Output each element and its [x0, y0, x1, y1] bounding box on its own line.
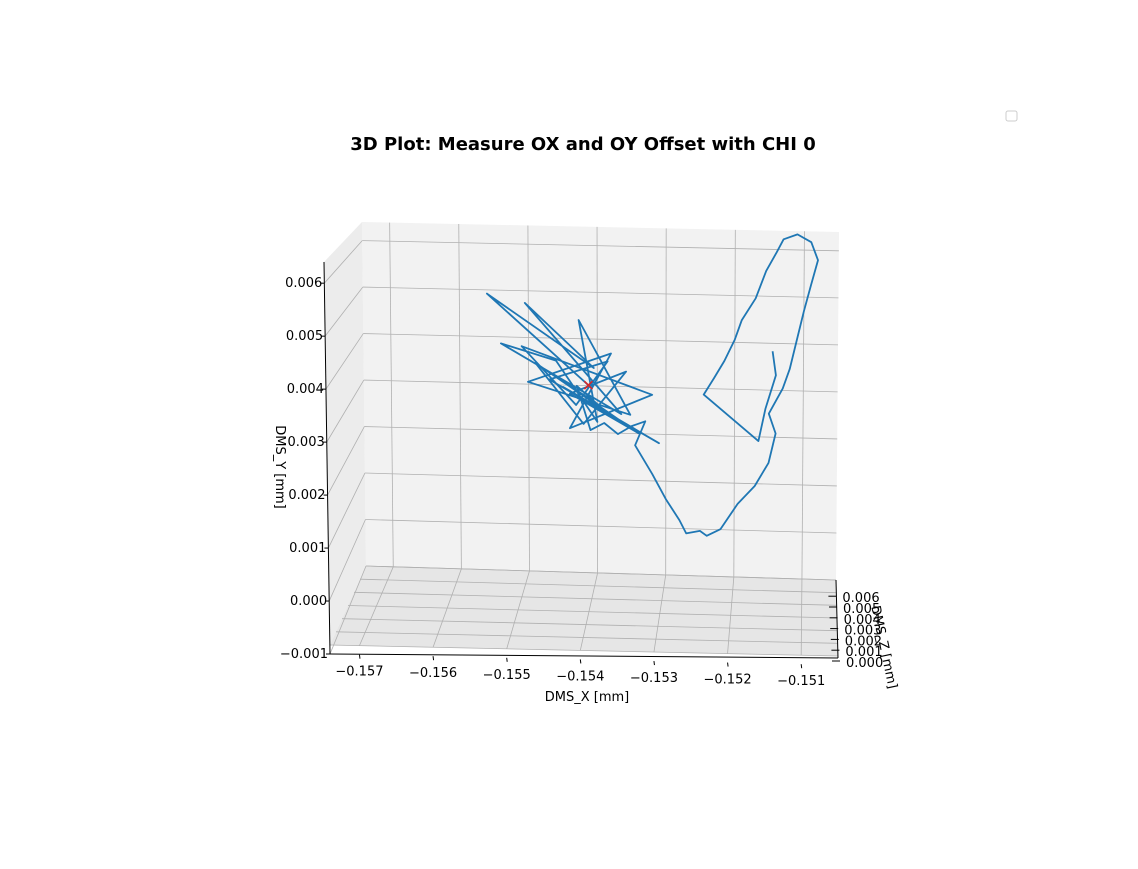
x-tick-label: −0.155: [483, 668, 531, 683]
z-tick-label: 0.005: [843, 602, 880, 617]
x-tick-labels: −0.157 −0.156 −0.155 −0.154 −0.153 −0.152 −0.1…: [335, 654, 825, 689]
grid-line-x-6: [801, 231, 805, 579]
floor-grid-line-z-3: [347, 605, 838, 619]
grid-line-x-5: [733, 229, 736, 577]
x-tick-mark: [653, 660, 655, 666]
x-tick-label: −0.151: [777, 674, 825, 689]
floor-grid-line-z-6: [329, 644, 839, 657]
marker-x-stroke-b: [583, 380, 593, 390]
side-grid-line-y-0: [329, 565, 367, 655]
z-tick-label: 0.003: [844, 624, 881, 639]
z-axis-line: [835, 579, 839, 659]
x-tick-mark: [800, 664, 803, 669]
y-tick-label: 0.006: [285, 276, 322, 291]
y-tick-label: 0.004: [287, 382, 324, 397]
z-tick-label: 0.001: [845, 645, 882, 660]
x-tick-mark: [358, 654, 361, 659]
side-grid-line-y-4: [326, 379, 365, 443]
x-tick-label: −0.152: [704, 673, 752, 688]
side-grid-line-y-2: [328, 472, 366, 549]
side-grid-line-y-5: [325, 333, 364, 390]
z-tick-label: 0.004: [844, 613, 881, 628]
grid-line-y-6: [362, 286, 839, 299]
x-tick-mark: [727, 662, 729, 667]
grid-line-y-4: [363, 379, 838, 393]
y-axis-line: [323, 261, 331, 655]
x-axis-line: [329, 653, 839, 659]
grid-line-x-1: [458, 224, 462, 569]
grid-line-y-1: [365, 519, 837, 534]
legend-box: [1005, 110, 1018, 122]
x-tick-label: −0.154: [556, 669, 604, 684]
x-tick-label: −0.157: [335, 665, 383, 680]
floor-grid-line-z-2: [353, 591, 837, 606]
side-grid-line-y-6: [324, 286, 364, 337]
z-tick-label: 0.002: [845, 634, 882, 649]
grid-line-y-5: [363, 333, 839, 346]
floor-grid-line-z-5: [335, 631, 838, 644]
floor-pane: [330, 566, 838, 656]
grid-line-y-7: [362, 240, 839, 252]
grid-line-x-0: [389, 222, 394, 567]
y-tick-label: −0.001: [280, 647, 328, 662]
floor-grid-line-z-0: [365, 565, 837, 581]
y-tick-label: 0.002: [288, 488, 325, 503]
series-line-0: [485, 233, 819, 537]
y-tick-labels: −0.001 0.000 0.001 0.002 0.003 0.004 0.005 0.00…: [280, 276, 330, 662]
y-tick-label: 0.001: [289, 541, 326, 556]
y-tick-label: 0.000: [290, 594, 327, 609]
grid-lines: [324, 222, 839, 657]
y-axis-label: DMS_Y [mm]: [272, 425, 287, 509]
grid-line-x-2: [527, 225, 530, 571]
chart-title: 3D Plot: Measure OX and OY Offset with C…: [350, 134, 815, 155]
x-tick-label: −0.153: [630, 671, 678, 686]
side-grid-line-y-1: [328, 519, 366, 602]
grid-line-y-2: [364, 472, 837, 487]
x-axis-label: DMS_X [mm]: [545, 690, 630, 705]
series-layer: [485, 233, 819, 537]
x-tick-mark: [432, 656, 435, 661]
floor-grid-line-z-4: [341, 618, 838, 632]
y-tick-label: 0.003: [288, 435, 325, 450]
left-pane: [324, 222, 366, 645]
x-tick-mark: [579, 659, 582, 664]
z-tick-label: 0.000: [846, 656, 883, 671]
x-tick-label: −0.156: [409, 666, 457, 681]
x-tick-mark: [506, 657, 508, 662]
axis-lines: [323, 261, 839, 659]
z-tick-label: 0.006: [842, 591, 879, 606]
side-grid-line-y-7: [324, 240, 363, 284]
floor-grid-line-z-1: [359, 578, 837, 594]
side-grid-line-y-3: [327, 426, 365, 496]
y-tick-label: 0.005: [286, 329, 323, 344]
